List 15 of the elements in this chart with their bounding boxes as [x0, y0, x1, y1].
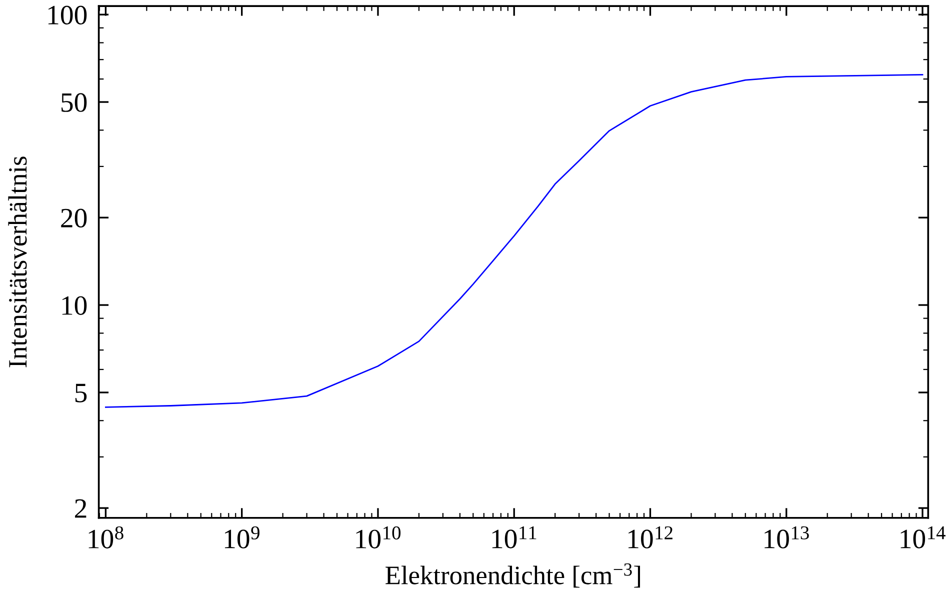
x-tick-label: 10$^{14}$	[900, 526, 946, 548]
y-axis-title: Intensitätsverhältnis	[8, 156, 27, 368]
x-tick-label: 10$^{9}$	[224, 526, 260, 548]
y-tick-label: 100	[48, 6, 87, 24]
y-tick-label: 20	[61, 208, 87, 228]
y-tick-label: 2	[75, 499, 86, 518]
x-tick-label: 10$^{11}$	[492, 526, 536, 548]
y-tick-label: 10	[62, 296, 87, 315]
x-tick-label: 10$^{13}$	[764, 526, 809, 548]
x-axis-title: Elektronendichte [cm$^{−3}$]	[386, 563, 640, 588]
x-tick-label: 10$^{12}$	[628, 526, 672, 548]
y-tick-label: 5	[75, 384, 87, 402]
x-tick-label: 10$^{8}$	[88, 526, 124, 548]
x-tick-label: 10$^{10}$	[356, 526, 400, 548]
y-tick-label: 50	[62, 93, 87, 112]
